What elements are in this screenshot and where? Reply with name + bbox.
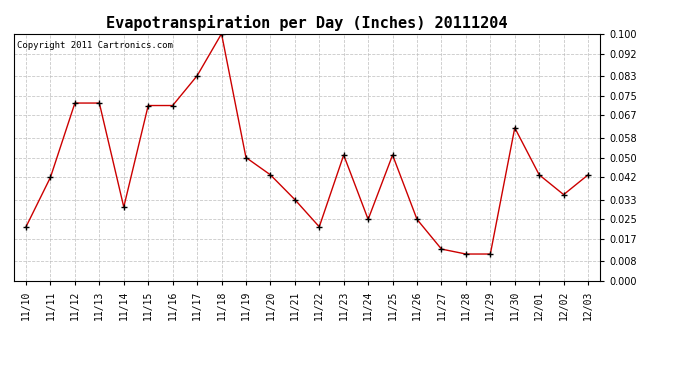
Title: Evapotranspiration per Day (Inches) 20111204: Evapotranspiration per Day (Inches) 2011… xyxy=(106,15,508,31)
Text: Copyright 2011 Cartronics.com: Copyright 2011 Cartronics.com xyxy=(17,41,172,50)
